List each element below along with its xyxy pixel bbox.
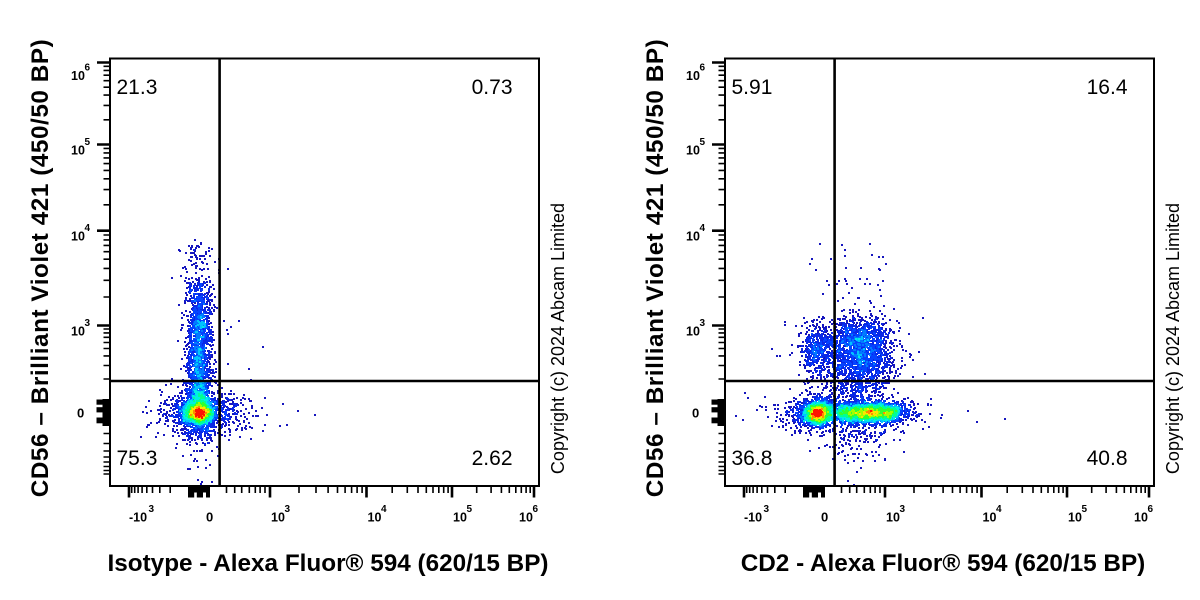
svg-text:10: 10: [886, 511, 900, 525]
svg-text:10: 10: [71, 230, 85, 244]
svg-text:CD2 - Alexa Fluor® 594 (620/15: CD2 - Alexa Fluor® 594 (620/15 BP): [741, 550, 1146, 577]
svg-text:4: 4: [85, 223, 91, 234]
svg-text:3: 3: [764, 504, 770, 515]
svg-text:4: 4: [996, 504, 1002, 515]
svg-text:10: 10: [1134, 511, 1148, 525]
svg-text:5: 5: [1082, 504, 1088, 515]
svg-text:6: 6: [700, 63, 706, 74]
svg-text:0: 0: [77, 406, 84, 421]
svg-text:-10: -10: [744, 511, 762, 525]
svg-text:3: 3: [285, 504, 291, 515]
svg-text:0: 0: [206, 510, 213, 525]
svg-text:6: 6: [85, 63, 91, 74]
svg-text:0.73: 0.73: [472, 76, 513, 99]
svg-text:10: 10: [686, 144, 700, 158]
svg-text:36.8: 36.8: [732, 447, 773, 470]
svg-text:10: 10: [71, 69, 85, 83]
svg-text:3: 3: [149, 504, 155, 515]
svg-text:4: 4: [381, 504, 387, 515]
svg-text:5.91: 5.91: [732, 76, 773, 99]
svg-text:2.62: 2.62: [472, 447, 513, 470]
svg-text:Isotype - Alexa Fluor® 594 (62: Isotype - Alexa Fluor® 594 (620/15 BP): [107, 550, 548, 577]
svg-text:3: 3: [85, 318, 91, 329]
svg-text:10: 10: [71, 144, 85, 158]
svg-text:21.3: 21.3: [117, 76, 158, 99]
svg-text:6: 6: [533, 504, 539, 515]
svg-text:5: 5: [467, 504, 473, 515]
svg-text:10: 10: [686, 230, 700, 244]
svg-text:5: 5: [700, 137, 706, 148]
svg-text:3: 3: [900, 504, 906, 515]
svg-text:10: 10: [686, 325, 700, 339]
svg-text:6: 6: [1148, 504, 1154, 515]
svg-text:CD56 – Brilliant Violet 421 (4: CD56 – Brilliant Violet 421 (450/50 BP): [27, 39, 54, 498]
svg-text:3: 3: [700, 318, 706, 329]
svg-text:10: 10: [453, 511, 467, 525]
svg-text:0: 0: [692, 406, 699, 421]
svg-text:10: 10: [1068, 511, 1082, 525]
svg-text:10: 10: [983, 511, 997, 525]
svg-text:10: 10: [368, 511, 382, 525]
svg-text:16.4: 16.4: [1087, 76, 1128, 99]
svg-text:10: 10: [686, 69, 700, 83]
svg-text:Copyright (c) 2024 Abcam Limit: Copyright (c) 2024 Abcam Limited: [548, 203, 568, 474]
svg-text:-10: -10: [129, 511, 147, 525]
svg-text:75.3: 75.3: [117, 447, 158, 470]
svg-text:Copyright (c) 2024 Abcam Limit: Copyright (c) 2024 Abcam Limited: [1163, 203, 1183, 474]
svg-text:40.8: 40.8: [1087, 447, 1128, 470]
svg-text:5: 5: [85, 137, 91, 148]
svg-text:10: 10: [519, 511, 533, 525]
svg-text:0: 0: [821, 510, 828, 525]
svg-text:CD56 – Brilliant Violet 421 (4: CD56 – Brilliant Violet 421 (450/50 BP): [642, 39, 669, 498]
svg-text:10: 10: [71, 325, 85, 339]
svg-text:4: 4: [700, 223, 706, 234]
svg-text:10: 10: [271, 511, 285, 525]
